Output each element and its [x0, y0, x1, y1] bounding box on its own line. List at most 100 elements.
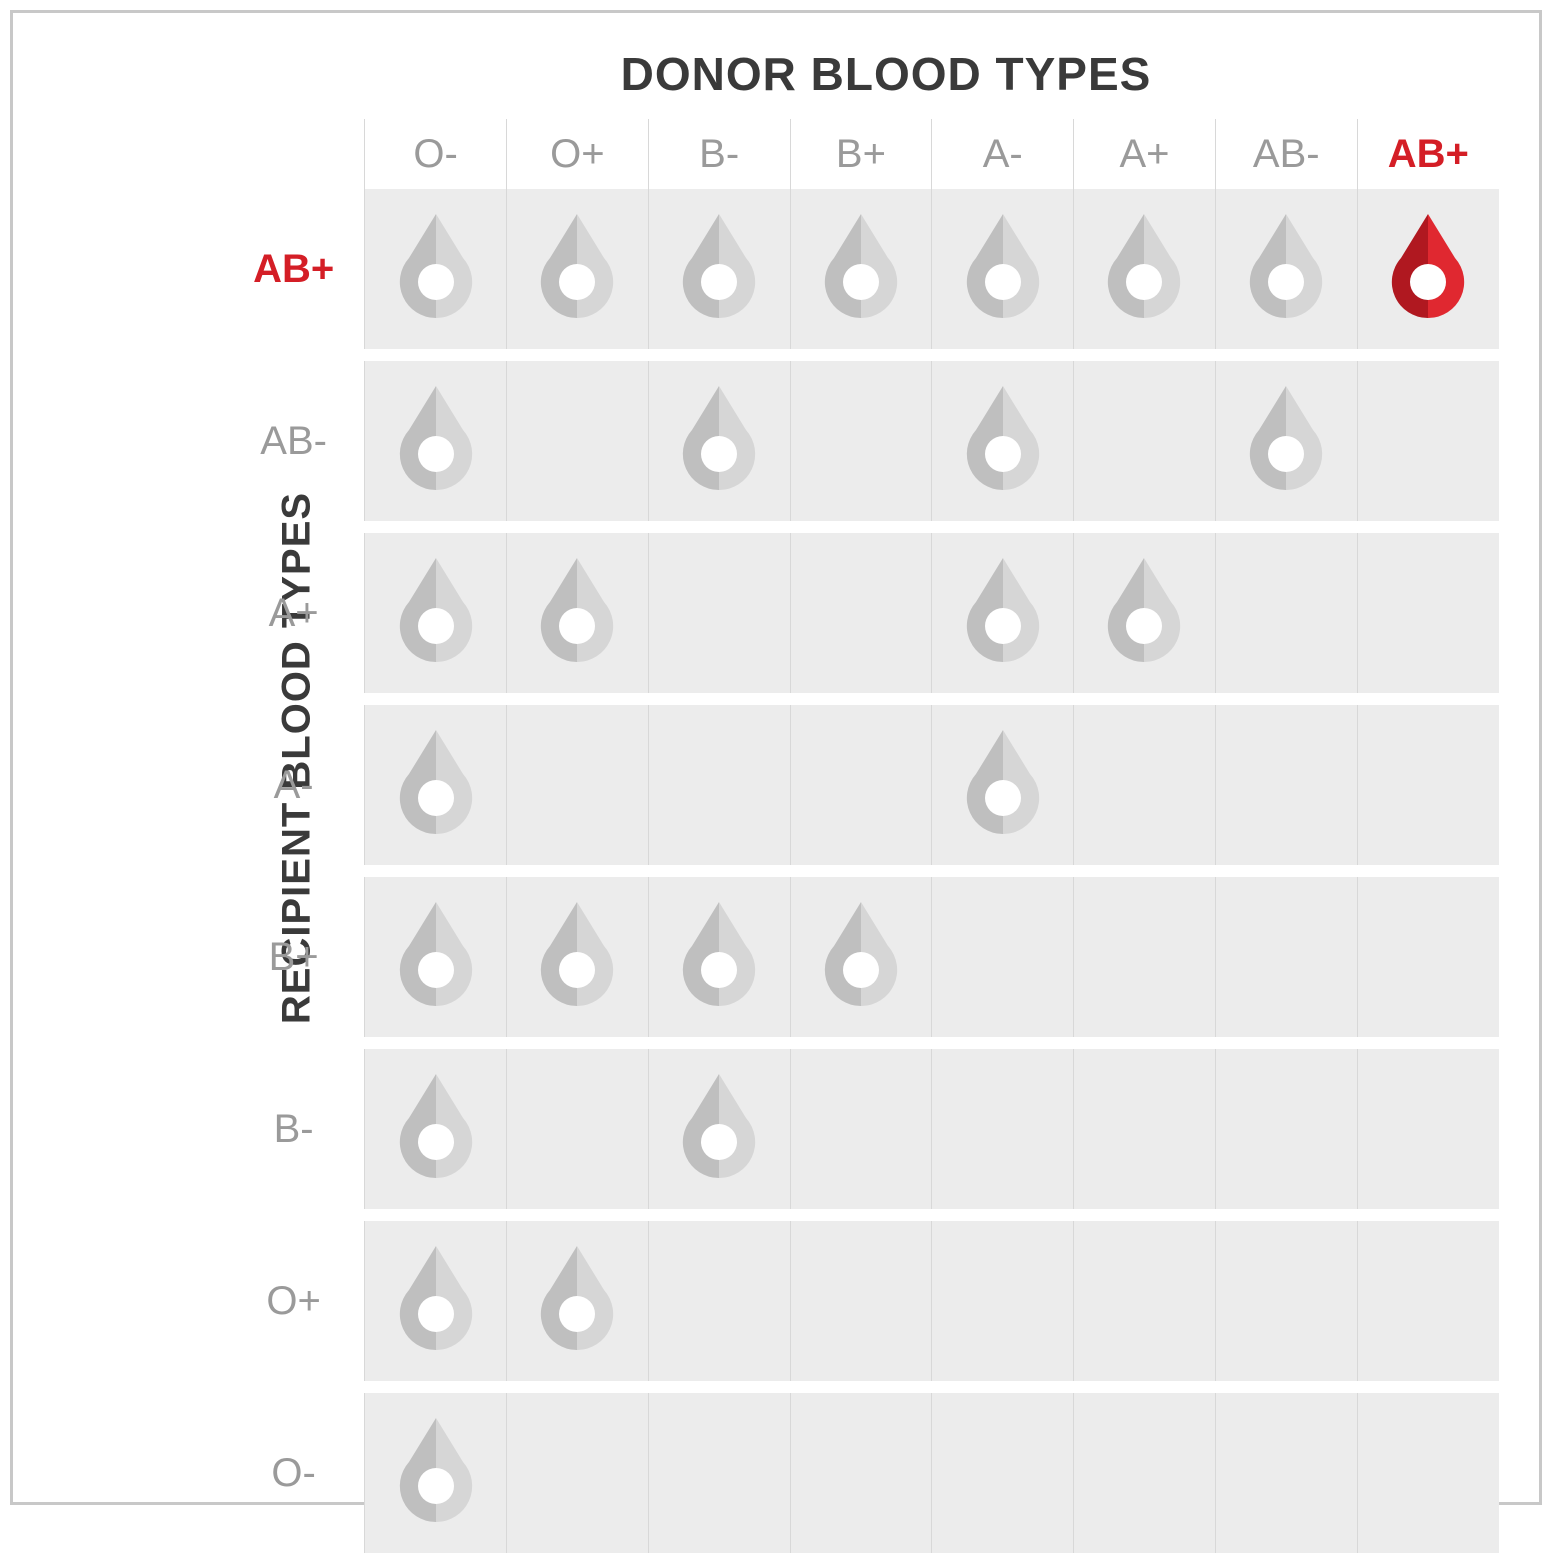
- compat-cell: [365, 361, 507, 521]
- blood-drop-icon: [386, 212, 486, 322]
- compat-cell: [648, 705, 790, 865]
- compat-cell: [1074, 1221, 1216, 1381]
- compat-cell: [932, 533, 1074, 693]
- donor-header: A-: [932, 119, 1074, 189]
- blood-drop-icon: [386, 900, 486, 1010]
- compat-cell: [1357, 705, 1499, 865]
- blood-drop-icon: [811, 212, 911, 322]
- compat-cell: [1357, 1221, 1499, 1381]
- compat-cell: [1215, 705, 1357, 865]
- compat-cell: [365, 189, 507, 349]
- compat-cell: [365, 1049, 507, 1209]
- donor-header: AB+: [1357, 119, 1499, 189]
- compat-cell: [1215, 1049, 1357, 1209]
- blood-drop-icon: [953, 212, 1053, 322]
- compat-cell: [648, 1393, 790, 1553]
- donor-header: AB-: [1215, 119, 1357, 189]
- blood-drop-icon: [386, 728, 486, 838]
- blood-drop-icon: [669, 212, 769, 322]
- compat-cell: [790, 877, 932, 1037]
- blood-drop-highlight-icon: [1378, 212, 1478, 322]
- compat-cell: [932, 361, 1074, 521]
- compat-cell: [1357, 1049, 1499, 1209]
- compat-cell: [507, 1049, 649, 1209]
- compat-cell: [1074, 1049, 1216, 1209]
- blood-drop-icon: [527, 1244, 627, 1354]
- compat-cell: [790, 361, 932, 521]
- compat-cell: [648, 1221, 790, 1381]
- compat-cell: [507, 1221, 649, 1381]
- compat-cell: [507, 189, 649, 349]
- blood-drop-icon: [669, 384, 769, 494]
- compat-table: O-O+B-B+A-A+AB-AB+AB+ AB-: [223, 119, 1499, 1553]
- compat-cell: [1074, 705, 1216, 865]
- blood-drop-icon: [386, 384, 486, 494]
- compat-cell: [790, 1393, 932, 1553]
- compat-cell: [1215, 1221, 1357, 1381]
- compat-cell: [932, 1049, 1074, 1209]
- blood-drop-icon: [953, 384, 1053, 494]
- blood-drop-icon: [811, 900, 911, 1010]
- donor-header: O-: [365, 119, 507, 189]
- compat-cell: [365, 1393, 507, 1553]
- donor-axis-title: DONOR BLOOD TYPES: [273, 47, 1499, 101]
- blood-drop-icon: [669, 900, 769, 1010]
- blood-drop-icon: [1236, 212, 1336, 322]
- compat-cell: [1074, 361, 1216, 521]
- compat-cell: [648, 533, 790, 693]
- recipient-header: O-: [223, 1393, 365, 1553]
- chart-frame: RECIPIENT BLOOD TYPES DONOR BLOOD TYPES …: [10, 10, 1542, 1505]
- compat-cell: [932, 1221, 1074, 1381]
- compat-cell: [1215, 533, 1357, 693]
- blood-drop-icon: [527, 212, 627, 322]
- compat-cell: [365, 877, 507, 1037]
- compat-cell: [1357, 189, 1499, 349]
- blood-drop-icon: [1236, 384, 1336, 494]
- blood-drop-icon: [669, 1072, 769, 1182]
- compat-cell: [932, 1393, 1074, 1553]
- compat-cell: [365, 1221, 507, 1381]
- compat-cell: [1074, 533, 1216, 693]
- compat-grid: O-O+B-B+A-A+AB-AB+AB+ AB-: [223, 119, 1499, 1553]
- blood-drop-icon: [386, 1416, 486, 1526]
- compat-cell: [932, 189, 1074, 349]
- compat-cell: [507, 1393, 649, 1553]
- compat-cell: [1215, 361, 1357, 521]
- compat-cell: [1357, 877, 1499, 1037]
- compat-cell: [932, 877, 1074, 1037]
- compat-cell: [1357, 533, 1499, 693]
- compat-cell: [365, 533, 507, 693]
- corner-blank: [223, 119, 365, 189]
- donor-header: A+: [1074, 119, 1216, 189]
- compat-cell: [790, 1049, 932, 1209]
- compat-cell: [932, 705, 1074, 865]
- compat-cell: [1215, 189, 1357, 349]
- blood-drop-icon: [527, 900, 627, 1010]
- compat-cell: [648, 361, 790, 521]
- compat-cell: [1074, 189, 1216, 349]
- compat-cell: [790, 189, 932, 349]
- compat-cell: [648, 189, 790, 349]
- recipient-header: A+: [223, 533, 365, 693]
- compat-cell: [1074, 1393, 1216, 1553]
- recipient-header: B-: [223, 1049, 365, 1209]
- compat-cell: [507, 361, 649, 521]
- compat-cell: [1357, 361, 1499, 521]
- compat-cell: [790, 1221, 932, 1381]
- compat-cell: [790, 533, 932, 693]
- blood-drop-icon: [386, 1072, 486, 1182]
- compat-cell: [790, 705, 932, 865]
- blood-drop-icon: [1094, 556, 1194, 666]
- donor-header: B+: [790, 119, 932, 189]
- compat-cell: [648, 1049, 790, 1209]
- blood-drop-icon: [386, 1244, 486, 1354]
- compat-cell: [507, 705, 649, 865]
- donor-header: O+: [507, 119, 649, 189]
- compat-cell: [507, 877, 649, 1037]
- blood-drop-icon: [386, 556, 486, 666]
- compat-cell: [365, 705, 507, 865]
- compat-cell: [1215, 877, 1357, 1037]
- compat-cell: [507, 533, 649, 693]
- compat-cell: [1074, 877, 1216, 1037]
- blood-drop-icon: [953, 556, 1053, 666]
